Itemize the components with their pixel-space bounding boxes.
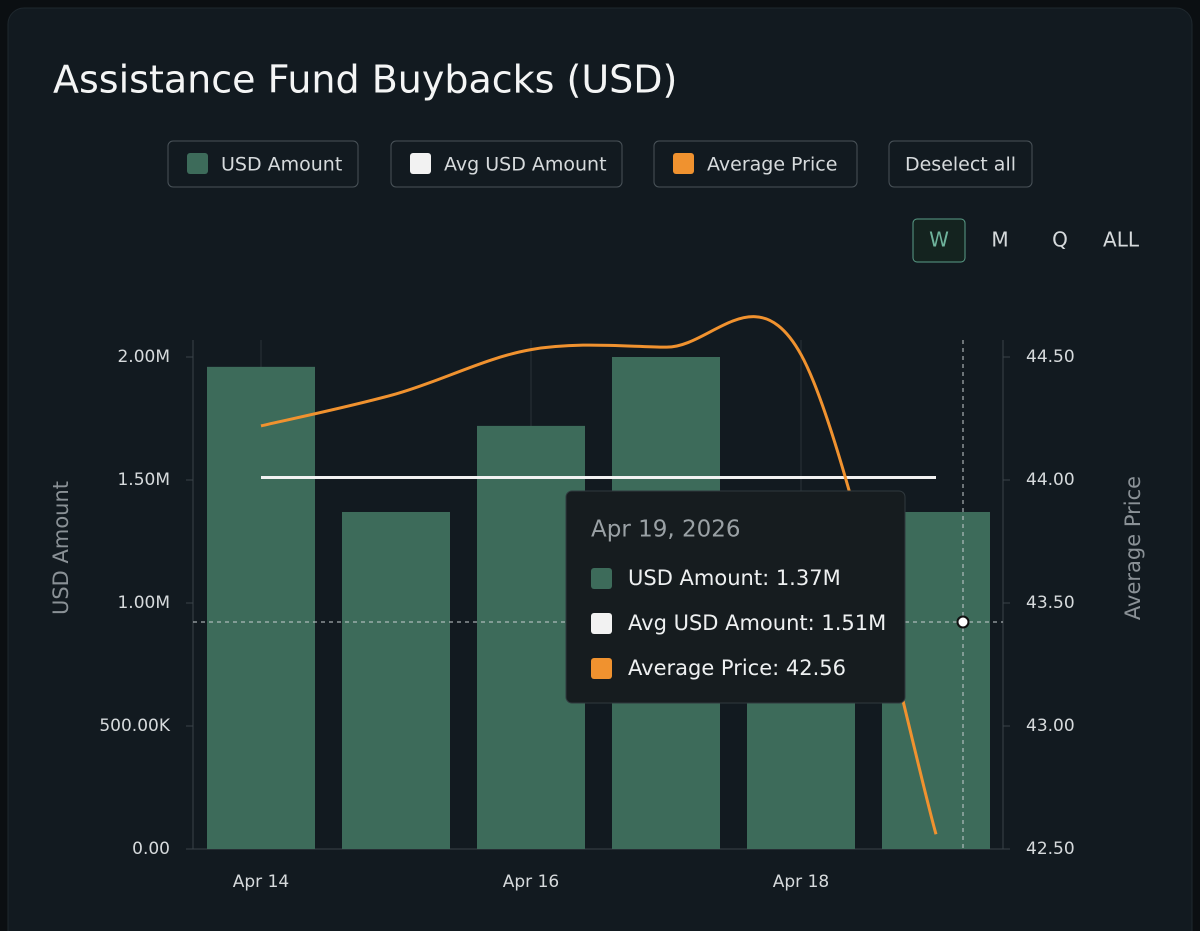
period-button[interactable]: M xyxy=(991,228,1008,252)
legend-button[interactable] xyxy=(653,140,858,188)
bar xyxy=(342,511,450,849)
panel xyxy=(7,7,1193,931)
x-tick-label: Apr 16 xyxy=(503,872,559,892)
tooltip-item: Avg USD Amount: 1.51M xyxy=(628,611,886,635)
y2-tick-label: 44.00 xyxy=(1026,470,1075,490)
legend-button[interactable] xyxy=(390,140,623,188)
tooltip-swatch xyxy=(591,568,612,589)
tooltip-item: Average Price: 42.56 xyxy=(628,656,846,680)
period-button[interactable]: ALL xyxy=(1103,228,1140,252)
bar xyxy=(747,691,855,849)
y-tick-label: 2.00M xyxy=(117,347,170,367)
y2-axis-label: Average Price xyxy=(1121,476,1145,620)
bar xyxy=(207,366,315,849)
y2-tick-label: 42.50 xyxy=(1026,839,1075,859)
legend-swatch xyxy=(673,153,694,174)
chart-title: Assistance Fund Buybacks (USD) xyxy=(53,58,677,102)
y2-tick-label: 44.50 xyxy=(1026,347,1075,367)
y-tick-label: 1.00M xyxy=(117,593,170,613)
crosshair-point xyxy=(956,615,970,629)
y2-tick-label: 43.50 xyxy=(1026,593,1075,613)
legend-label: USD Amount xyxy=(221,154,342,176)
period-button[interactable]: W xyxy=(929,228,949,252)
y-tick-label: 1.50M xyxy=(117,470,170,490)
legend-label: Avg USD Amount xyxy=(444,154,607,176)
tooltip-swatch xyxy=(591,613,612,634)
x-tick-label: Apr 18 xyxy=(773,872,829,892)
tooltip-date: Apr 19, 2026 xyxy=(591,517,741,543)
period-button-active[interactable] xyxy=(912,218,966,263)
legend-swatch xyxy=(410,153,431,174)
y-axis-label: USD Amount xyxy=(49,481,73,615)
tooltip-item: USD Amount: 1.37M xyxy=(628,566,841,590)
y-tick-label: 0.00 xyxy=(132,839,170,859)
legend-swatch xyxy=(187,153,208,174)
y2-tick-label: 43.00 xyxy=(1026,716,1075,736)
y-tick-label: 500.00K xyxy=(99,716,170,736)
x-tick-label: Apr 14 xyxy=(233,872,289,892)
legend-button[interactable] xyxy=(167,140,359,188)
deselect-button[interactable] xyxy=(888,140,1033,188)
tooltip xyxy=(565,490,906,704)
period-button[interactable]: Q xyxy=(1052,228,1068,252)
deselect-label: Deselect all xyxy=(905,154,1016,176)
legend-label: Average Price xyxy=(707,154,837,176)
tooltip-swatch xyxy=(591,658,612,679)
